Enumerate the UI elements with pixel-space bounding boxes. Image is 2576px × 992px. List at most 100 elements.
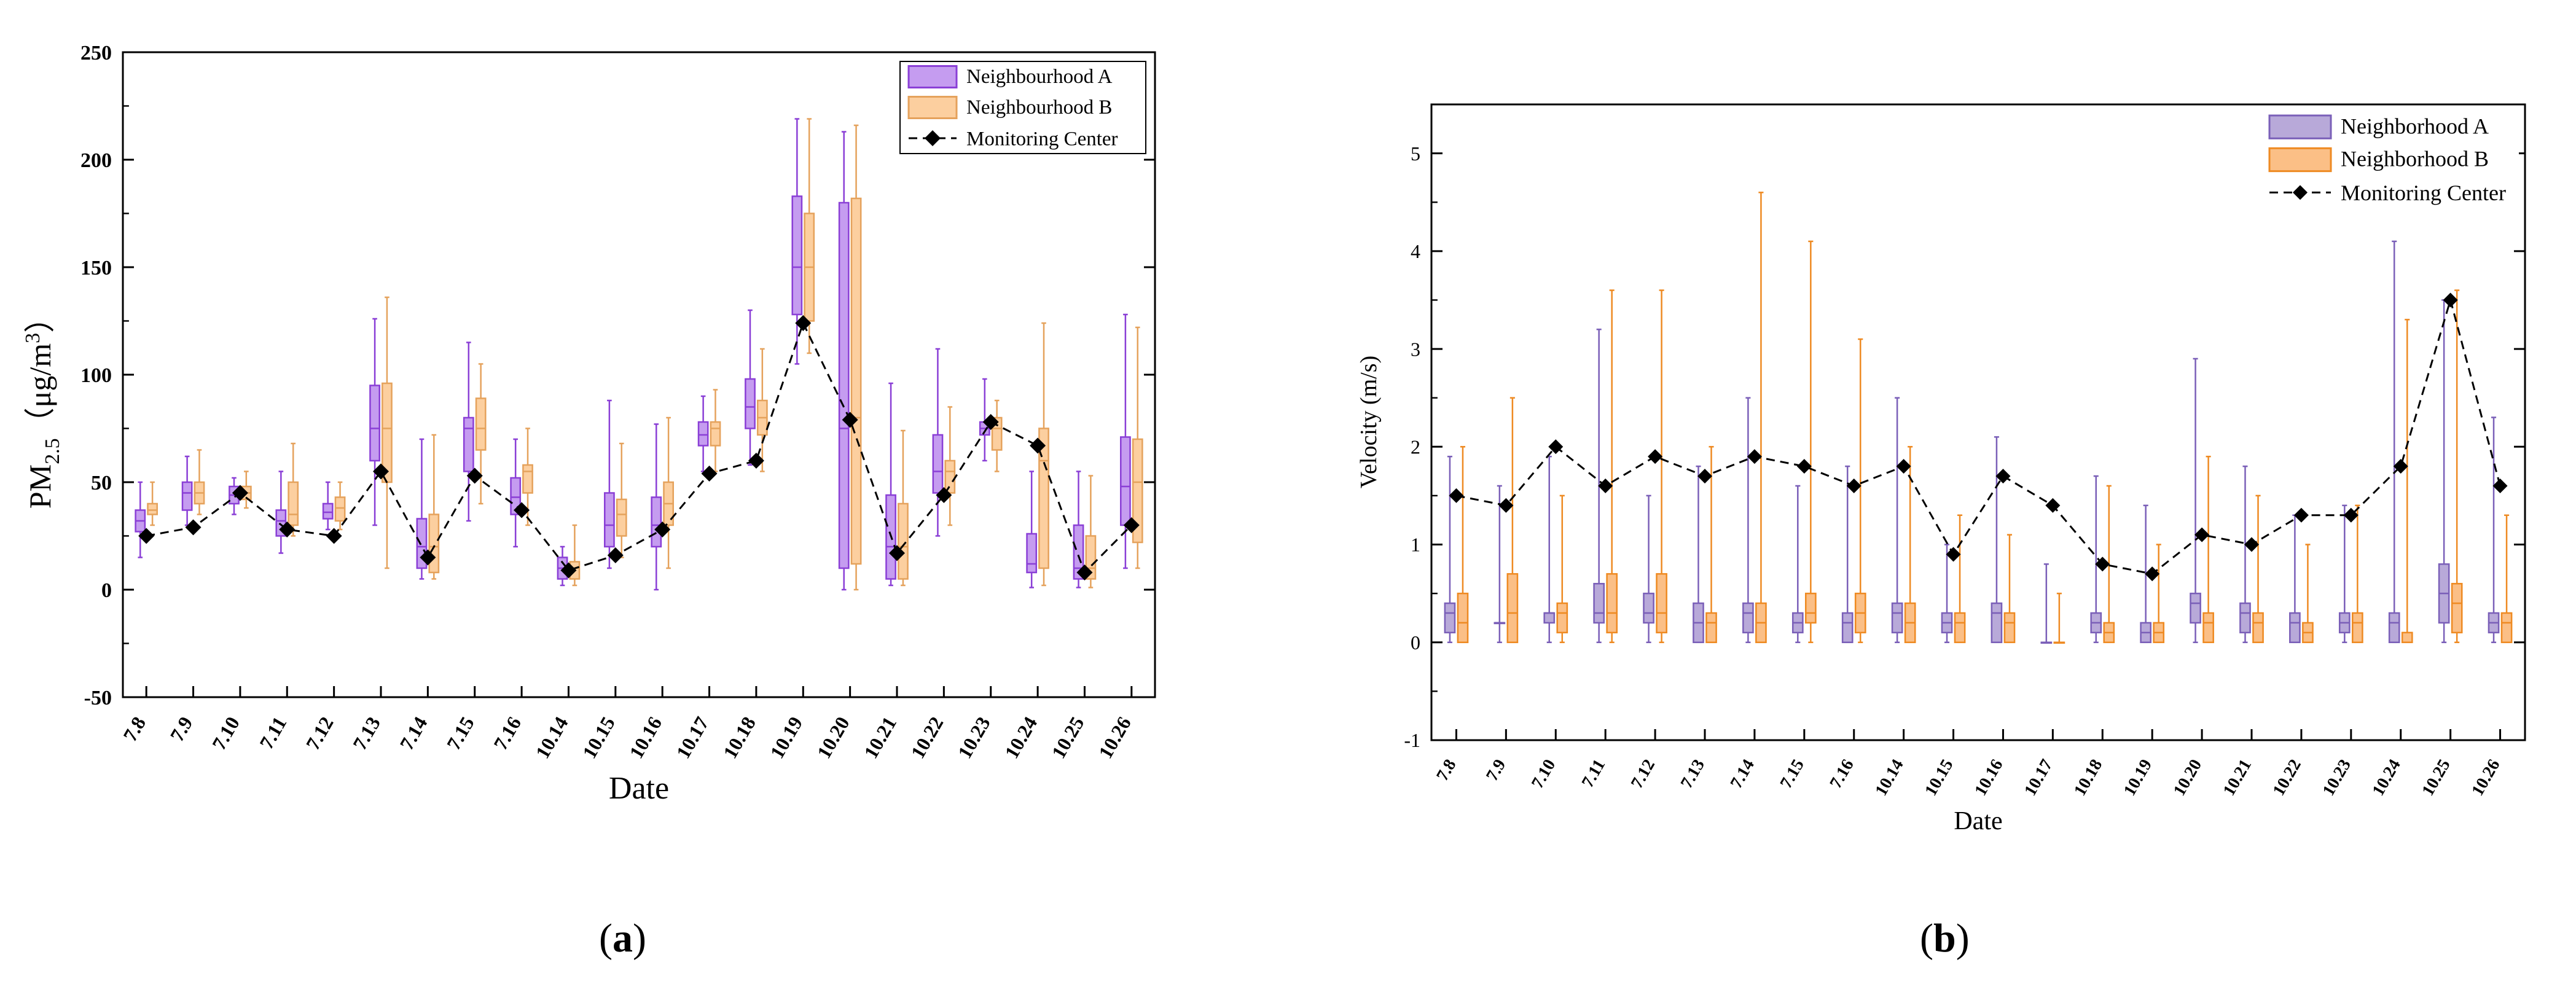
box-neighbourhood-a	[2289, 514, 2301, 644]
box-neighbourhood-b	[710, 389, 721, 472]
y-axis-title-units: （μg/m	[23, 343, 57, 439]
x-tick-label: 7.9	[1482, 756, 1509, 784]
y-tick-label: -1	[1404, 729, 1420, 751]
x-tick-label: 10.14	[531, 713, 572, 762]
monitoring-center-point	[373, 463, 389, 480]
monitoring-center-point	[2095, 557, 2110, 572]
monitoring-center-point	[1995, 469, 2011, 484]
box-body	[1556, 602, 1568, 634]
box-neighbourhood-b	[382, 296, 393, 569]
box-neighbourhood-b	[1457, 446, 1469, 644]
monitoring-center-point	[2045, 498, 2061, 513]
monitoring-center-point	[1697, 469, 1712, 484]
x-tick-label: 10.25	[1047, 713, 1088, 762]
x-tick-label: 10.18	[719, 713, 760, 762]
box-neighbourhood-a	[2488, 416, 2500, 644]
box-neighbourhood-b	[2351, 504, 2363, 644]
monitoring-center-point	[2443, 292, 2458, 308]
x-tick-label: 10.26	[1094, 713, 1135, 762]
y-tick-label: 2	[1411, 436, 1420, 458]
x-tick-label: 7.11	[1578, 756, 1610, 791]
x-tick-label: 7.15	[442, 713, 479, 754]
caption-b-letter: b	[1933, 916, 1956, 961]
x-tick-label: 7.16	[1826, 756, 1857, 792]
x-tick-label: 7.13	[1677, 756, 1709, 792]
box-neighbourhood-a	[1444, 455, 1456, 644]
chart-panel-a: -50 0 50 100 150 200 250 7.8 7.9 7.10 7.11 7.12 7.13…	[0, 0, 1278, 992]
box-neighbourhood-a	[1941, 544, 1953, 644]
monitoring-center-point	[889, 545, 905, 561]
x-tick-label: 10.25	[2418, 756, 2454, 799]
x-tick-label: 10.23	[2319, 756, 2355, 799]
monitoring-center-point	[842, 412, 858, 428]
y-tick-label: -50	[84, 687, 112, 709]
x-tick-label: 10.21	[859, 713, 901, 762]
box-neighbourhood-b	[569, 524, 581, 587]
monitoring-center-point	[1796, 459, 1812, 474]
box-neighbourhood-a	[1120, 313, 1131, 569]
x-tick-label: 7.13	[348, 713, 385, 754]
box-body	[1026, 533, 1038, 574]
box-body	[1991, 602, 2003, 644]
x-tick-label: 7.11	[255, 713, 291, 753]
legend-label: Neighborhood A	[2341, 114, 2489, 138]
box-neighbourhood-a	[2239, 465, 2251, 644]
x-tick-label: 10.21	[2220, 756, 2255, 799]
box-neighbourhood-a	[275, 471, 287, 554]
box-body	[522, 464, 533, 494]
box-body	[334, 496, 346, 522]
box-neighbourhood-a	[322, 481, 334, 531]
box-body	[2252, 612, 2264, 644]
x-tick-label: 10.15	[578, 713, 619, 762]
legend-swatch	[2268, 147, 2332, 173]
box-neighbourhood-b	[1506, 397, 1519, 644]
box-body	[2202, 612, 2214, 644]
box-body	[898, 502, 909, 580]
box-neighbourhood-a	[1643, 494, 1654, 644]
box-body	[932, 434, 944, 494]
x-tick-label: 7.9	[165, 713, 197, 746]
monitoring-center-line	[146, 321, 1132, 574]
box-neighbourhood-b	[850, 124, 862, 591]
x-tick-label: 10.14	[1871, 756, 1907, 799]
box-neighbourhood-a	[1593, 328, 1605, 644]
box-neighbourhood-a	[1841, 465, 1854, 644]
y-axis-title-close: ）	[23, 302, 57, 333]
box-body	[2003, 612, 2016, 644]
x-tick-label: 7.15	[1777, 756, 1808, 792]
legend-marker	[925, 130, 941, 146]
box-neighbourhood-b	[2302, 544, 2314, 644]
box-neighbourhood-a	[2040, 563, 2053, 644]
y-tick-label: 0	[101, 579, 112, 602]
box-body	[2500, 612, 2513, 644]
caption-b: (b)	[1920, 916, 1970, 961]
x-tick-label: 10.26	[2468, 756, 2504, 799]
box-body	[1506, 573, 1519, 644]
box-neighbourhood-b	[1132, 326, 1143, 569]
box-body	[791, 195, 803, 316]
box-neighbourhood-b	[2451, 289, 2463, 644]
box-neighbourhood-b	[1804, 240, 1817, 644]
box-body	[1841, 612, 1854, 644]
box-neighbourhood-a	[2338, 504, 2351, 644]
legend-label: Neighbourhood B	[966, 96, 1112, 119]
x-tick-label: 10.20	[813, 713, 854, 762]
monitoring-center-point	[1030, 437, 1046, 454]
monitoring-center-point	[795, 315, 812, 331]
monitoring-center-point	[560, 562, 577, 579]
legend-swatch	[907, 96, 958, 119]
monitoring-center-point	[1598, 478, 1613, 493]
monitoring-center-point	[936, 487, 952, 503]
box-neighbourhood-b	[1705, 446, 1717, 644]
box-body	[745, 378, 756, 429]
x-axis-title: Date	[609, 771, 669, 806]
box-neighbourhood-a	[2190, 357, 2201, 644]
box-body	[2401, 631, 2413, 644]
box-neighbourhood-a	[651, 423, 662, 591]
legend: Neighborhood A Neighborhood B Monitoring C…	[2261, 111, 2519, 209]
box-body	[463, 416, 474, 472]
monitoring-center-point	[2343, 507, 2359, 523]
box-neighbourhood-a	[1791, 485, 1804, 644]
y-tick-label: 150	[80, 257, 112, 279]
monitoring-center-point	[1123, 517, 1140, 533]
